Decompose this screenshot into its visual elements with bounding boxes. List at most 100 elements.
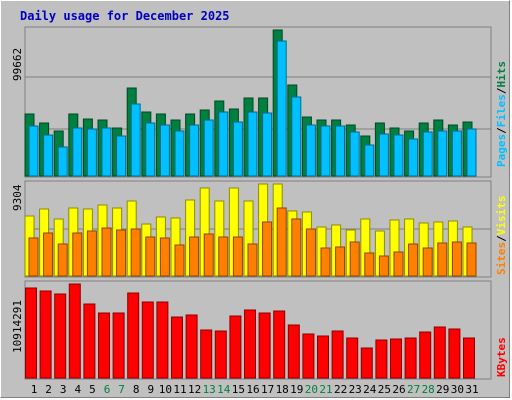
bar-kbytes-day-1 [25, 287, 37, 379]
day-label: 27 [407, 383, 420, 396]
bar-files-day-8 [130, 103, 141, 177]
day-label: 25 [378, 383, 391, 396]
bar-files-day-2 [43, 134, 54, 177]
day-label: 26 [392, 383, 405, 396]
bar-files-day-1 [28, 125, 39, 177]
bar-files-day-24 [364, 144, 375, 177]
day-label: 10 [159, 383, 172, 396]
bar-sites-day-4 [72, 232, 83, 277]
day-label: 8 [133, 383, 140, 396]
bar-sites-day-22 [335, 246, 346, 277]
bar-files-day-16 [247, 111, 258, 177]
bar-files-day-26 [393, 134, 404, 177]
bar-files-day-30 [451, 130, 462, 177]
day-label: 11 [173, 383, 186, 396]
bar-kbytes-day-26 [390, 338, 402, 379]
bar-sites-day-16 [247, 243, 258, 277]
bar-sites-day-26 [393, 251, 404, 277]
bar-files-day-5 [86, 128, 97, 177]
bar-kbytes-day-18 [273, 310, 286, 379]
bar-sites-day-23 [349, 241, 360, 277]
bar-kbytes-day-9 [141, 301, 154, 379]
day-label: 24 [363, 383, 377, 396]
day-label: 14 [217, 383, 231, 396]
day-label: 21 [319, 383, 332, 396]
bar-kbytes-day-4 [68, 283, 81, 379]
bar-kbytes-day-30 [448, 328, 461, 379]
visits-sites-panel [24, 180, 492, 278]
bar-kbytes-day-16 [244, 309, 256, 379]
bar-sites-day-25 [378, 255, 389, 277]
day-label: 5 [89, 383, 96, 396]
bar-kbytes-day-17 [258, 312, 271, 379]
hits-files-pages-legend: Pages/Files/Hits [495, 61, 508, 167]
day-label: 1 [31, 383, 38, 396]
bar-files-day-22 [335, 125, 346, 177]
day-label: 20 [305, 383, 318, 396]
bar-files-day-25 [378, 133, 389, 177]
bar-files-day-3 [57, 146, 68, 177]
bar-sites-day-1 [28, 237, 39, 277]
bar-files-day-17 [262, 112, 273, 177]
day-label: 31 [465, 383, 478, 396]
bar-sites-day-6 [101, 227, 112, 277]
side-legend-text: Pages/Files/Hits [495, 61, 508, 167]
bar-sites-day-9 [145, 236, 156, 277]
bar-files-day-29 [437, 130, 448, 177]
side-legend-item: KBytes [495, 337, 508, 377]
bar-kbytes-day-27 [404, 337, 417, 379]
bar-kbytes-day-23 [346, 337, 359, 379]
day-label: 22 [334, 383, 347, 396]
bar-files-day-11 [174, 130, 185, 177]
day-label: 13 [203, 383, 216, 396]
bar-kbytes-day-29 [433, 326, 446, 379]
hits-files-pages-panel [24, 26, 492, 178]
bar-kbytes-day-20 [302, 333, 315, 379]
bar-files-day-19 [291, 96, 302, 177]
bar-files-day-7 [116, 135, 127, 177]
side-legend-item: Hits [495, 61, 508, 88]
side-legend-item: / [495, 127, 508, 134]
bar-files-day-9 [145, 122, 156, 177]
side-legend-text: Sites/Visits [495, 196, 508, 276]
side-legend-item: / [495, 87, 508, 94]
day-label: 28 [422, 383, 435, 396]
bar-files-day-31 [466, 128, 477, 177]
bar-sites-day-8 [130, 228, 141, 277]
bar-files-day-4 [72, 127, 83, 177]
bar-kbytes-day-7 [112, 312, 125, 379]
day-label: 17 [261, 383, 274, 396]
bar-files-day-10 [159, 124, 170, 177]
bar-sites-day-12 [189, 236, 200, 277]
day-label: 9 [147, 383, 154, 396]
bar-sites-day-14 [218, 236, 229, 277]
day-label: 12 [188, 383, 201, 396]
day-label: 16 [246, 383, 259, 396]
side-legend-item: / [495, 235, 508, 242]
day-label: 4 [74, 383, 81, 396]
bar-files-day-28 [422, 131, 433, 177]
bar-kbytes-day-12 [185, 314, 198, 379]
bar-kbytes-day-28 [419, 331, 432, 379]
visits-axis-max-label: 9304 [11, 184, 24, 211]
bar-kbytes-day-24 [360, 347, 373, 379]
bar-sites-day-18 [276, 207, 287, 277]
bar-kbytes-day-3 [54, 293, 67, 379]
bar-sites-day-19 [291, 218, 302, 277]
day-label: 23 [349, 383, 362, 396]
bar-files-day-27 [408, 138, 419, 177]
bar-sites-day-13 [203, 233, 214, 277]
bar-sites-day-28 [422, 247, 433, 277]
bar-kbytes-day-19 [287, 324, 300, 379]
day-label: 3 [60, 383, 67, 396]
kbytes-legend: KBytes [495, 337, 508, 377]
bar-files-day-23 [349, 131, 360, 177]
kbytes-axis-max-label: 10914291 [11, 300, 24, 353]
bar-sites-day-20 [305, 228, 316, 277]
bar-sites-day-29 [437, 242, 448, 277]
bar-kbytes-day-5 [83, 303, 96, 379]
bar-files-day-6 [101, 127, 112, 177]
bar-kbytes-day-31 [463, 337, 475, 379]
visits-sites-legend: Sites/Visits [495, 196, 508, 276]
day-label: 7 [118, 383, 125, 396]
